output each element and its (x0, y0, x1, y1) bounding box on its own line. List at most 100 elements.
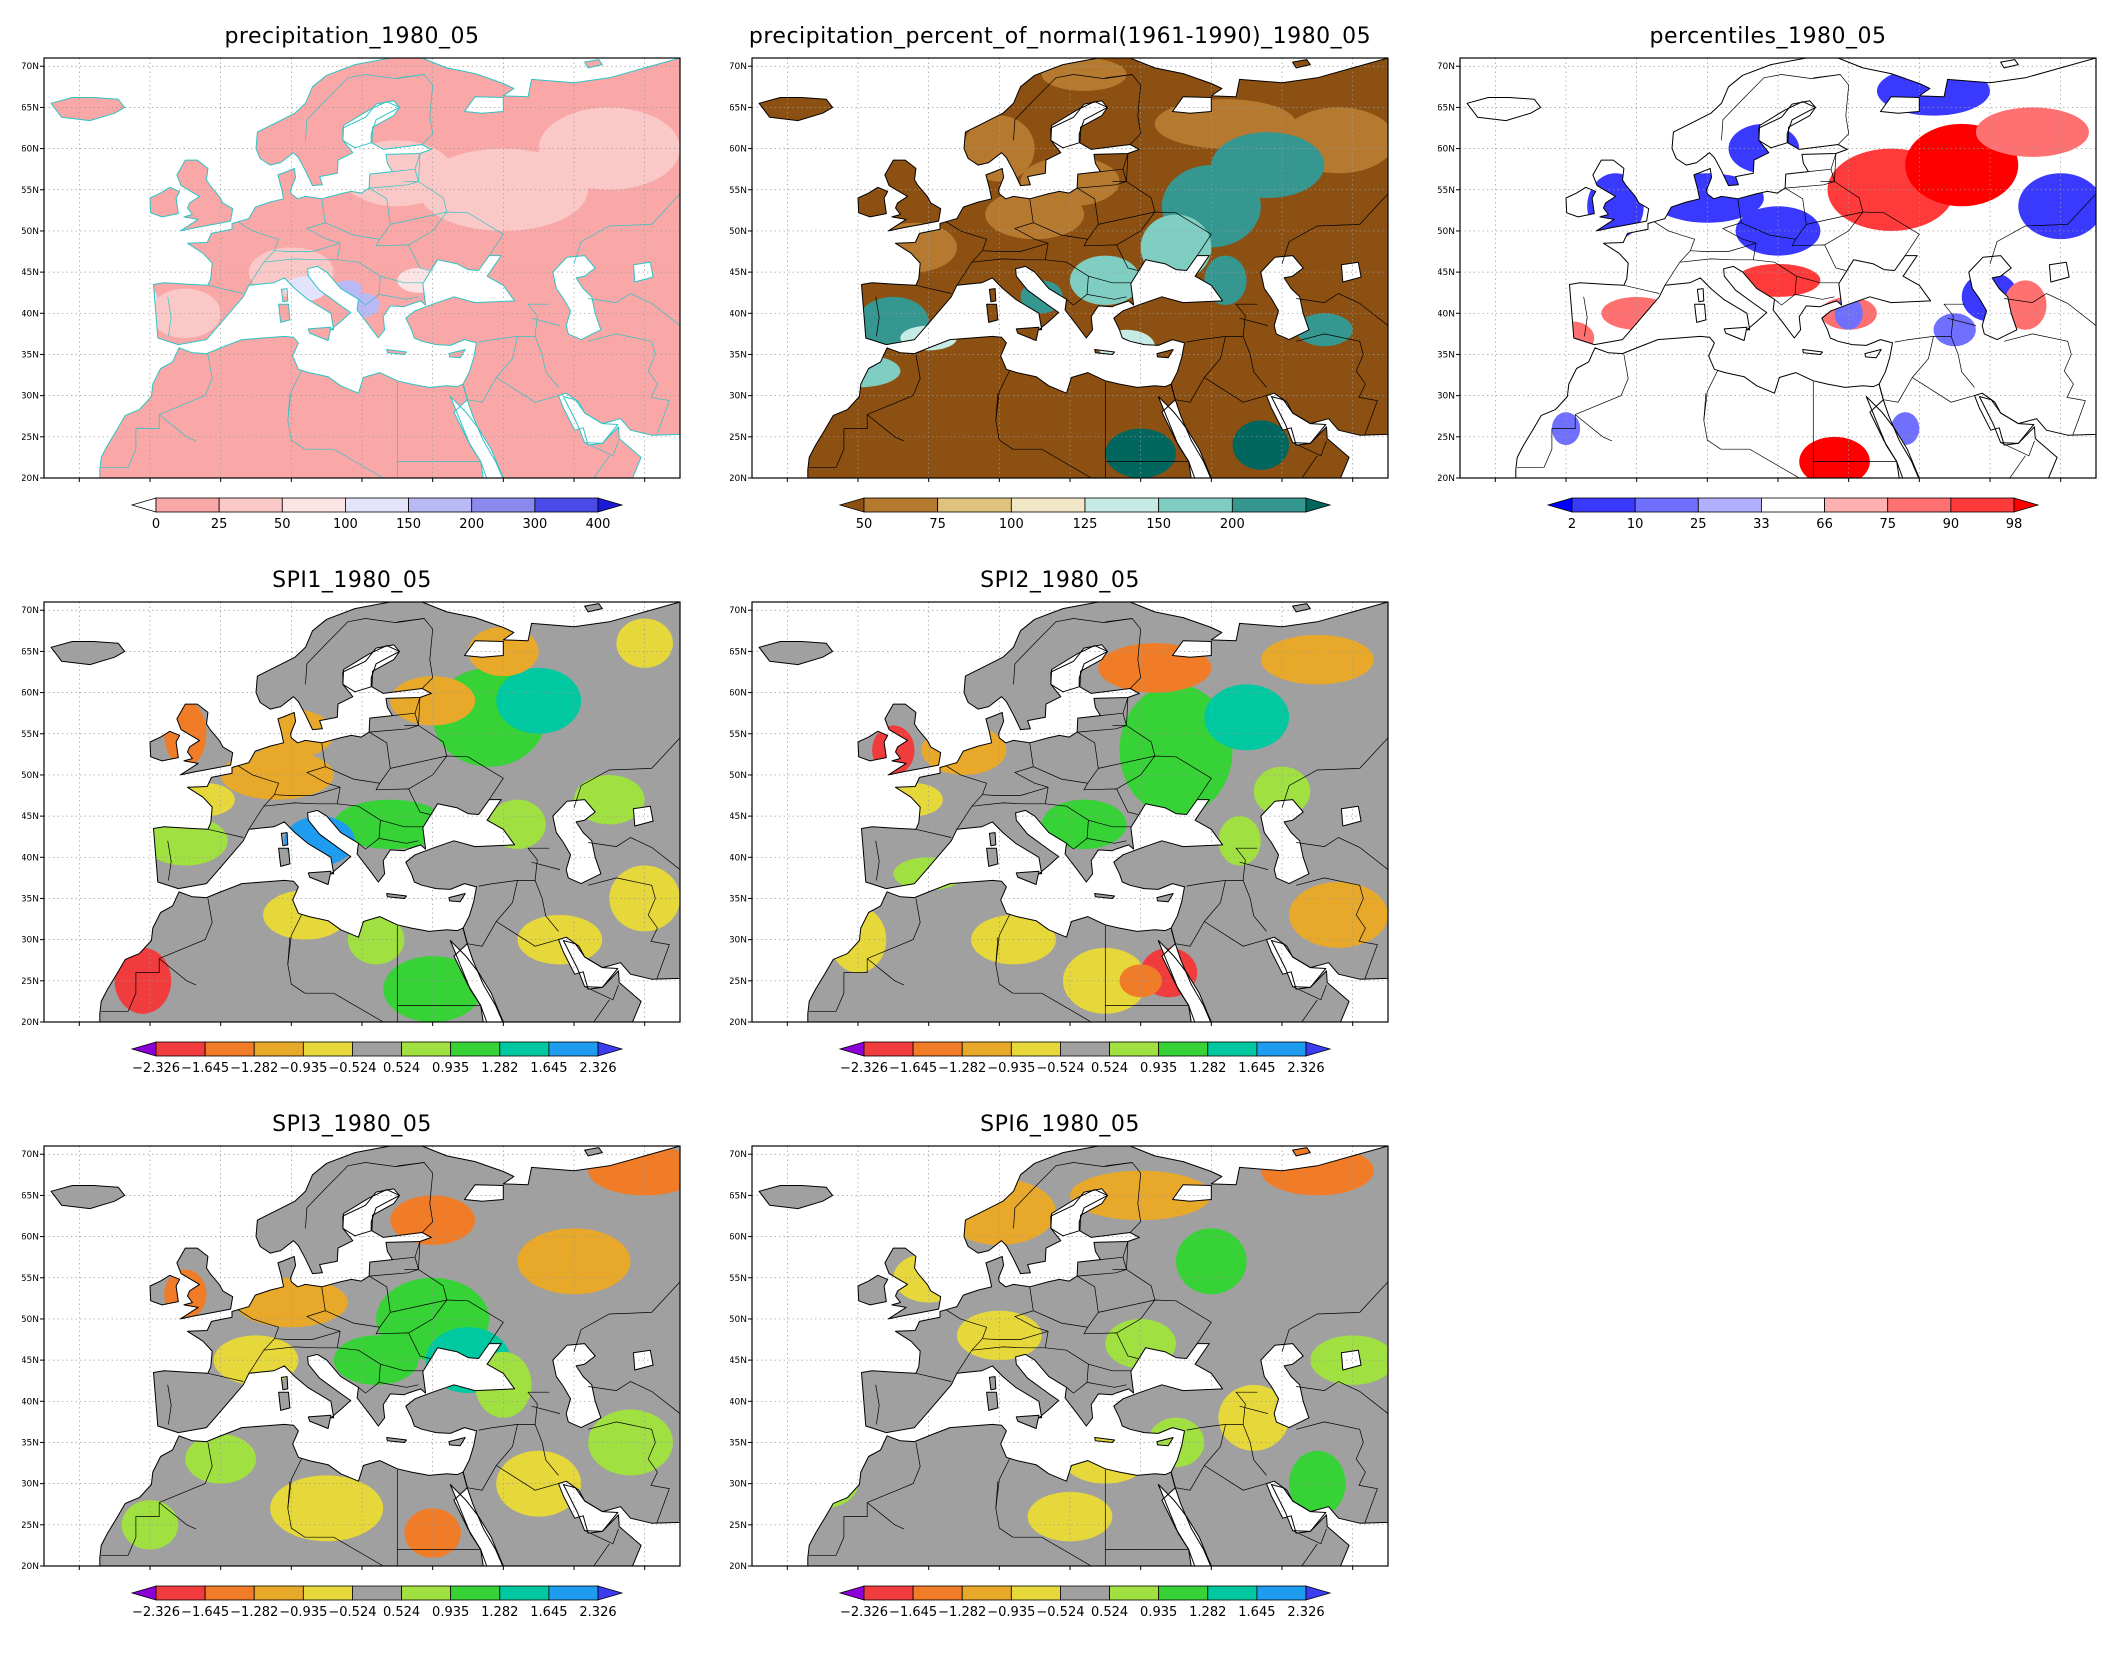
lat-tick-label: 25N (730, 977, 747, 987)
colorbar-extend-left (130, 497, 157, 513)
inland-sea (1050, 645, 1108, 692)
lat-tick-label: 20N (730, 474, 747, 482)
inland-sea (1271, 1484, 1326, 1532)
map-area: 70N65N60N55N50N45N40N35N30N25N20N20W10W0… (730, 52, 1390, 482)
lat-tick-label: 50N (730, 771, 747, 781)
map-panel-percentiles: percentiles_1980_05 70N 65N 60N 55N 50N 45N 40… (1438, 22, 2098, 582)
map-area: 70N65N60N55N50N45N40N35N30N25N20N20W10W0… (1438, 52, 2098, 482)
anomaly-region (270, 1475, 384, 1542)
lat-tick-label: 40N (730, 309, 747, 319)
lat-tick-label: 30N (730, 1480, 747, 1490)
lat-tick-label: 70N (1438, 62, 1455, 72)
colorbar-label: 2.326 (579, 1605, 616, 1620)
colorbar-swatch (345, 497, 409, 513)
inland-sea (1979, 396, 2034, 444)
colorbar-label: −2.326 (132, 1061, 180, 1076)
lat-tick-label: 55N (730, 1274, 747, 1284)
lat-tick-label: 60N (730, 145, 747, 155)
colorbar-swatch (912, 1041, 963, 1057)
lat-tick-label: 65N (1438, 103, 1455, 113)
map-area: 70N65N60N55N50N45N40N35N30N25N20N20W10W0… (730, 596, 1390, 1026)
lat-tick-label: 45N (22, 268, 39, 278)
colorbar-label: −2.326 (840, 1061, 888, 1076)
colorbar-swatch (863, 1585, 914, 1601)
lat-tick-label: 70N (22, 606, 39, 616)
colorbar-label: 90 (1943, 517, 1960, 532)
colorbar-swatch (204, 1041, 255, 1057)
inland-sea (1260, 255, 1309, 340)
colorbar-swatch (281, 497, 346, 513)
colorbar-label: 1.282 (1189, 1061, 1226, 1076)
lat-tick-label: 35N (730, 350, 747, 360)
lat-tick-label: 20N (22, 1562, 39, 1570)
inland-sea (1866, 396, 1920, 478)
lat-tick-label: 25N (22, 433, 39, 443)
anomaly-region (1027, 1491, 1113, 1542)
inland-sea (1172, 1184, 1212, 1202)
colorbar-label: 25 (1690, 517, 1707, 532)
colorbar-label: 10 (1627, 517, 1644, 532)
colorbar-label: −0.524 (328, 1605, 376, 1620)
lat-tick-label: 30N (1438, 392, 1455, 402)
map-panel-precipitation: precipitation_1980_05 70N 65N 60N 55N 50N 45N… (22, 22, 682, 582)
colorbar-swatch (352, 1041, 402, 1057)
lat-tick-label: 60N (22, 145, 39, 155)
map-panel-spi6: SPI6_1980_05 70N 65N 60N 55N 50N 45N 40N 35N 30N… (730, 1110, 1390, 1670)
inland-sea (552, 799, 601, 884)
colorbar-extend-right (1305, 1585, 1332, 1601)
colorbar-swatch (1761, 497, 1825, 513)
colorbar-swatch (1256, 1041, 1307, 1057)
colorbar-swatch (961, 1041, 1012, 1057)
lat-tick-label: 35N (730, 1438, 747, 1448)
lat-tick-label: 60N (1438, 145, 1455, 155)
anomaly-region (496, 667, 582, 734)
colorbar-swatch (1084, 497, 1160, 513)
colorbar-swatch (1950, 497, 2015, 513)
lat-tick-label: 20N (22, 1018, 39, 1026)
inland-sea (450, 1484, 504, 1566)
colorbar: −2.326 −1.645 −1.282 −0.935 −0.524 0.524 0.935… (22, 1034, 682, 1094)
lat-tick-label: 70N (730, 1150, 747, 1160)
anomaly-region (1260, 634, 1374, 685)
colorbar-swatch (1824, 497, 1889, 513)
lat-tick-label: 65N (22, 103, 39, 113)
colorbar-extend-left (838, 497, 865, 513)
colorbar-swatch (1207, 1585, 1258, 1601)
colorbar-label: 200 (1220, 517, 1245, 532)
inland-sea (1271, 396, 1326, 444)
colorbar-label: −1.282 (938, 1605, 986, 1620)
colorbar-swatch (1231, 497, 1307, 513)
colorbar-swatch (499, 1041, 550, 1057)
colorbar-label: 100 (999, 517, 1024, 532)
lat-tick-label: 65N (730, 647, 747, 657)
colorbar-label: 0.935 (1140, 1061, 1177, 1076)
colorbar-swatch (1571, 497, 1636, 513)
anomaly-region (1296, 313, 1353, 347)
colorbar-swatch (863, 1041, 914, 1057)
colorbar-swatch (1010, 497, 1086, 513)
lat-tick-label: 35N (22, 894, 39, 904)
colorbar: −2.326 −1.645 −1.282 −0.935 −0.524 0.524 0.935… (22, 1578, 682, 1638)
anomaly-region (801, 370, 1056, 478)
colorbar-label: 1.645 (530, 1605, 567, 1620)
colorbar-label: 150 (396, 517, 421, 532)
lat-tick-label: 65N (730, 1191, 747, 1201)
colorbar-swatch (253, 1585, 304, 1601)
inland-sea (464, 96, 504, 114)
colorbar-extend-right (1305, 1041, 1332, 1057)
colorbar-swatch (155, 1585, 206, 1601)
lat-tick-label: 50N (22, 1315, 39, 1325)
inland-sea (1050, 101, 1108, 148)
anomaly-region (1070, 255, 1141, 306)
colorbar-label: −2.326 (132, 1605, 180, 1620)
anomaly-region (538, 107, 680, 190)
anomaly-region (1735, 206, 1821, 256)
colorbar-label: 33 (1753, 517, 1770, 532)
colorbar: 50 75 100 125 150 200 (730, 490, 1390, 550)
lat-tick-label: 25N (730, 433, 747, 443)
colorbar-label: −0.524 (328, 1061, 376, 1076)
inland-sea (342, 101, 400, 148)
colorbar-swatch (1060, 1585, 1110, 1601)
colorbar-swatch (961, 1585, 1012, 1601)
colorbar-extend-right (597, 1585, 624, 1601)
